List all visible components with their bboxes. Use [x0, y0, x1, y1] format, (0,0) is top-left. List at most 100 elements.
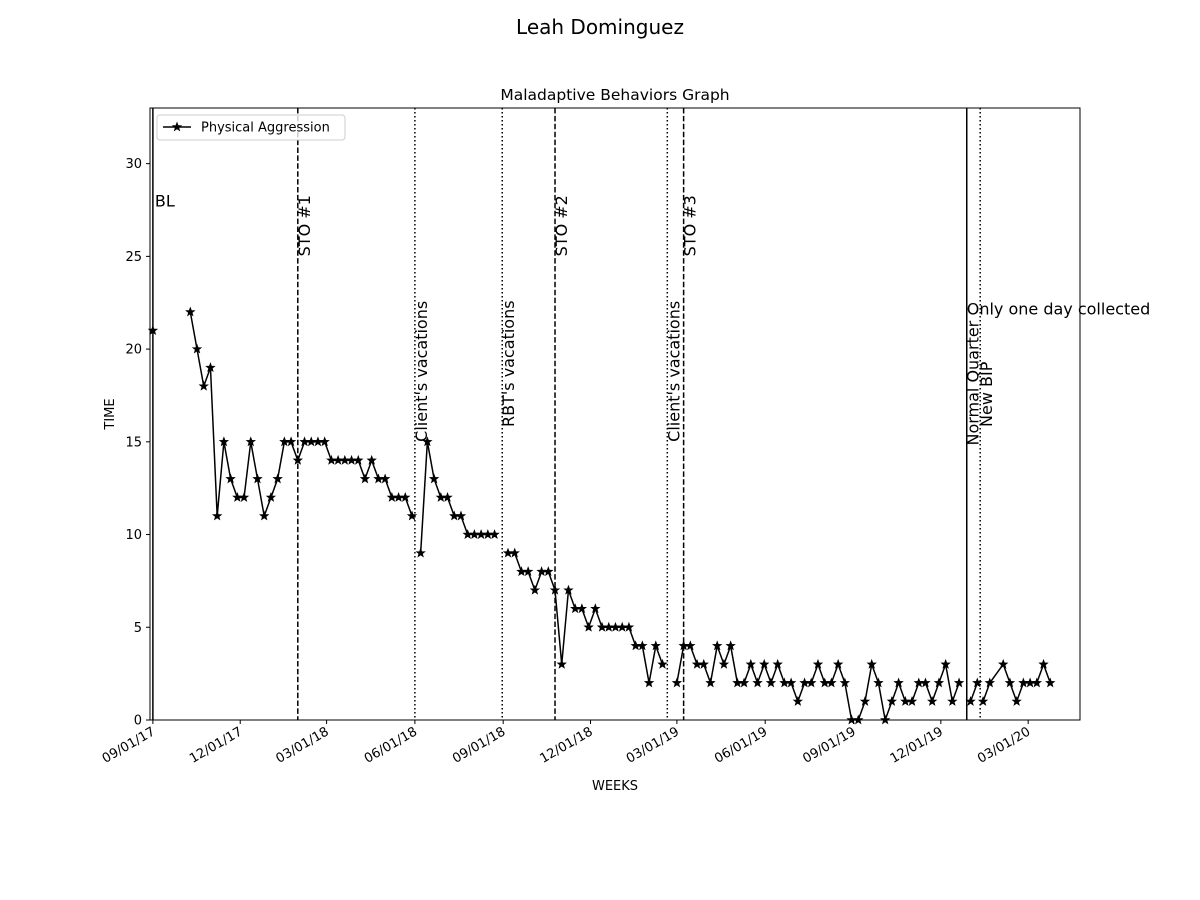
data-point — [549, 584, 561, 595]
y-tick-label: 15 — [125, 435, 142, 450]
y-axis: 0 5 10 15 20 25 30 — [125, 157, 150, 729]
data-point — [965, 695, 976, 706]
y-tick-label: 5 — [134, 621, 142, 636]
data-point — [1004, 677, 1016, 688]
data-point — [792, 695, 804, 706]
data-point — [705, 677, 716, 688]
phase-label: STO #2 — [552, 195, 571, 256]
data-point — [765, 677, 777, 688]
axes-frame — [149, 107, 1081, 721]
data-point — [859, 695, 871, 706]
data-point — [886, 695, 898, 706]
data-point — [543, 566, 554, 577]
data-point — [826, 677, 837, 688]
data-point — [920, 677, 931, 688]
data-point — [422, 436, 433, 447]
data-point — [590, 603, 601, 614]
data-point — [953, 677, 965, 688]
series-line — [969, 682, 979, 702]
data-point — [319, 436, 330, 447]
data-point — [366, 454, 377, 465]
data-point — [379, 473, 391, 484]
data-point — [576, 603, 588, 614]
data-point — [685, 640, 696, 651]
data-point — [643, 677, 655, 688]
phase-label: Normal Quarter — [964, 320, 983, 445]
legend-label-physical-aggression: Physical Aggression — [201, 121, 330, 136]
legend-star-marker — [171, 121, 183, 132]
x-axis-label: WEEKS — [592, 779, 638, 794]
phase-label: Client's vacations — [412, 301, 431, 442]
data-point — [529, 584, 541, 595]
data-point — [927, 695, 938, 706]
legend-frame — [156, 114, 346, 141]
data-point — [225, 473, 236, 484]
data-point — [752, 677, 763, 688]
phase-label: BL — [155, 192, 175, 211]
data-point — [245, 436, 256, 447]
figure-suptitle: Leah Dominguez — [516, 15, 684, 39]
data-point — [292, 454, 303, 465]
data-point — [218, 436, 230, 447]
data-point — [272, 473, 283, 484]
data-point — [698, 658, 709, 669]
data-point — [738, 677, 750, 688]
phase-label: STO #3 — [681, 195, 700, 256]
plot-area: BL STO #1 Client's vacations RBT's vacation… — [147, 108, 1151, 725]
data-point — [759, 658, 770, 669]
phase-label: Client's vacations — [664, 301, 683, 442]
data-point — [583, 621, 594, 632]
data-point — [745, 658, 756, 669]
data-point — [198, 380, 209, 391]
data-point — [556, 658, 567, 669]
y-tick-label: 20 — [125, 343, 142, 358]
data-point — [832, 658, 844, 669]
data-point — [1011, 695, 1022, 706]
data-point — [252, 473, 263, 484]
data-point — [972, 677, 983, 688]
chart-annotation: Only one day collected — [967, 299, 1151, 318]
chart-title: Maladaptive Behaviors Graph — [500, 86, 729, 104]
data-point — [906, 695, 918, 706]
data-point — [285, 436, 297, 447]
data-point — [812, 658, 824, 669]
series-line — [982, 663, 1051, 703]
phase-label: New BIP — [977, 361, 996, 427]
data-point — [509, 547, 520, 558]
data-point — [415, 547, 426, 558]
data-point — [522, 566, 534, 577]
data-point — [947, 695, 958, 706]
data-point — [455, 510, 467, 521]
phase-label: RBT's vacations — [499, 300, 518, 427]
data-point — [933, 677, 945, 688]
data-point — [772, 658, 783, 669]
data-point — [712, 640, 723, 651]
data-point — [873, 677, 884, 688]
data-point — [977, 695, 989, 706]
data-point — [785, 677, 797, 688]
data-point — [211, 510, 223, 521]
data-point — [259, 510, 270, 521]
data-point — [442, 491, 453, 502]
data-point — [718, 658, 730, 669]
data-point — [205, 362, 216, 373]
data-point — [428, 473, 440, 484]
data-point — [238, 491, 250, 502]
y-axis-label: TIME — [103, 398, 118, 430]
data-point — [940, 658, 951, 669]
data-point — [1045, 677, 1056, 688]
data-point — [998, 658, 1009, 669]
series-line — [189, 311, 413, 517]
data-point — [265, 491, 277, 502]
data-point — [637, 640, 648, 651]
data-point — [650, 640, 661, 651]
data-point — [563, 584, 574, 595]
data-point — [1031, 677, 1043, 688]
legend: Physical Aggression — [156, 114, 346, 141]
data-point — [623, 621, 635, 632]
y-tick-label: 25 — [125, 250, 142, 265]
y-tick-label: 10 — [125, 528, 142, 543]
data-point — [359, 473, 371, 484]
